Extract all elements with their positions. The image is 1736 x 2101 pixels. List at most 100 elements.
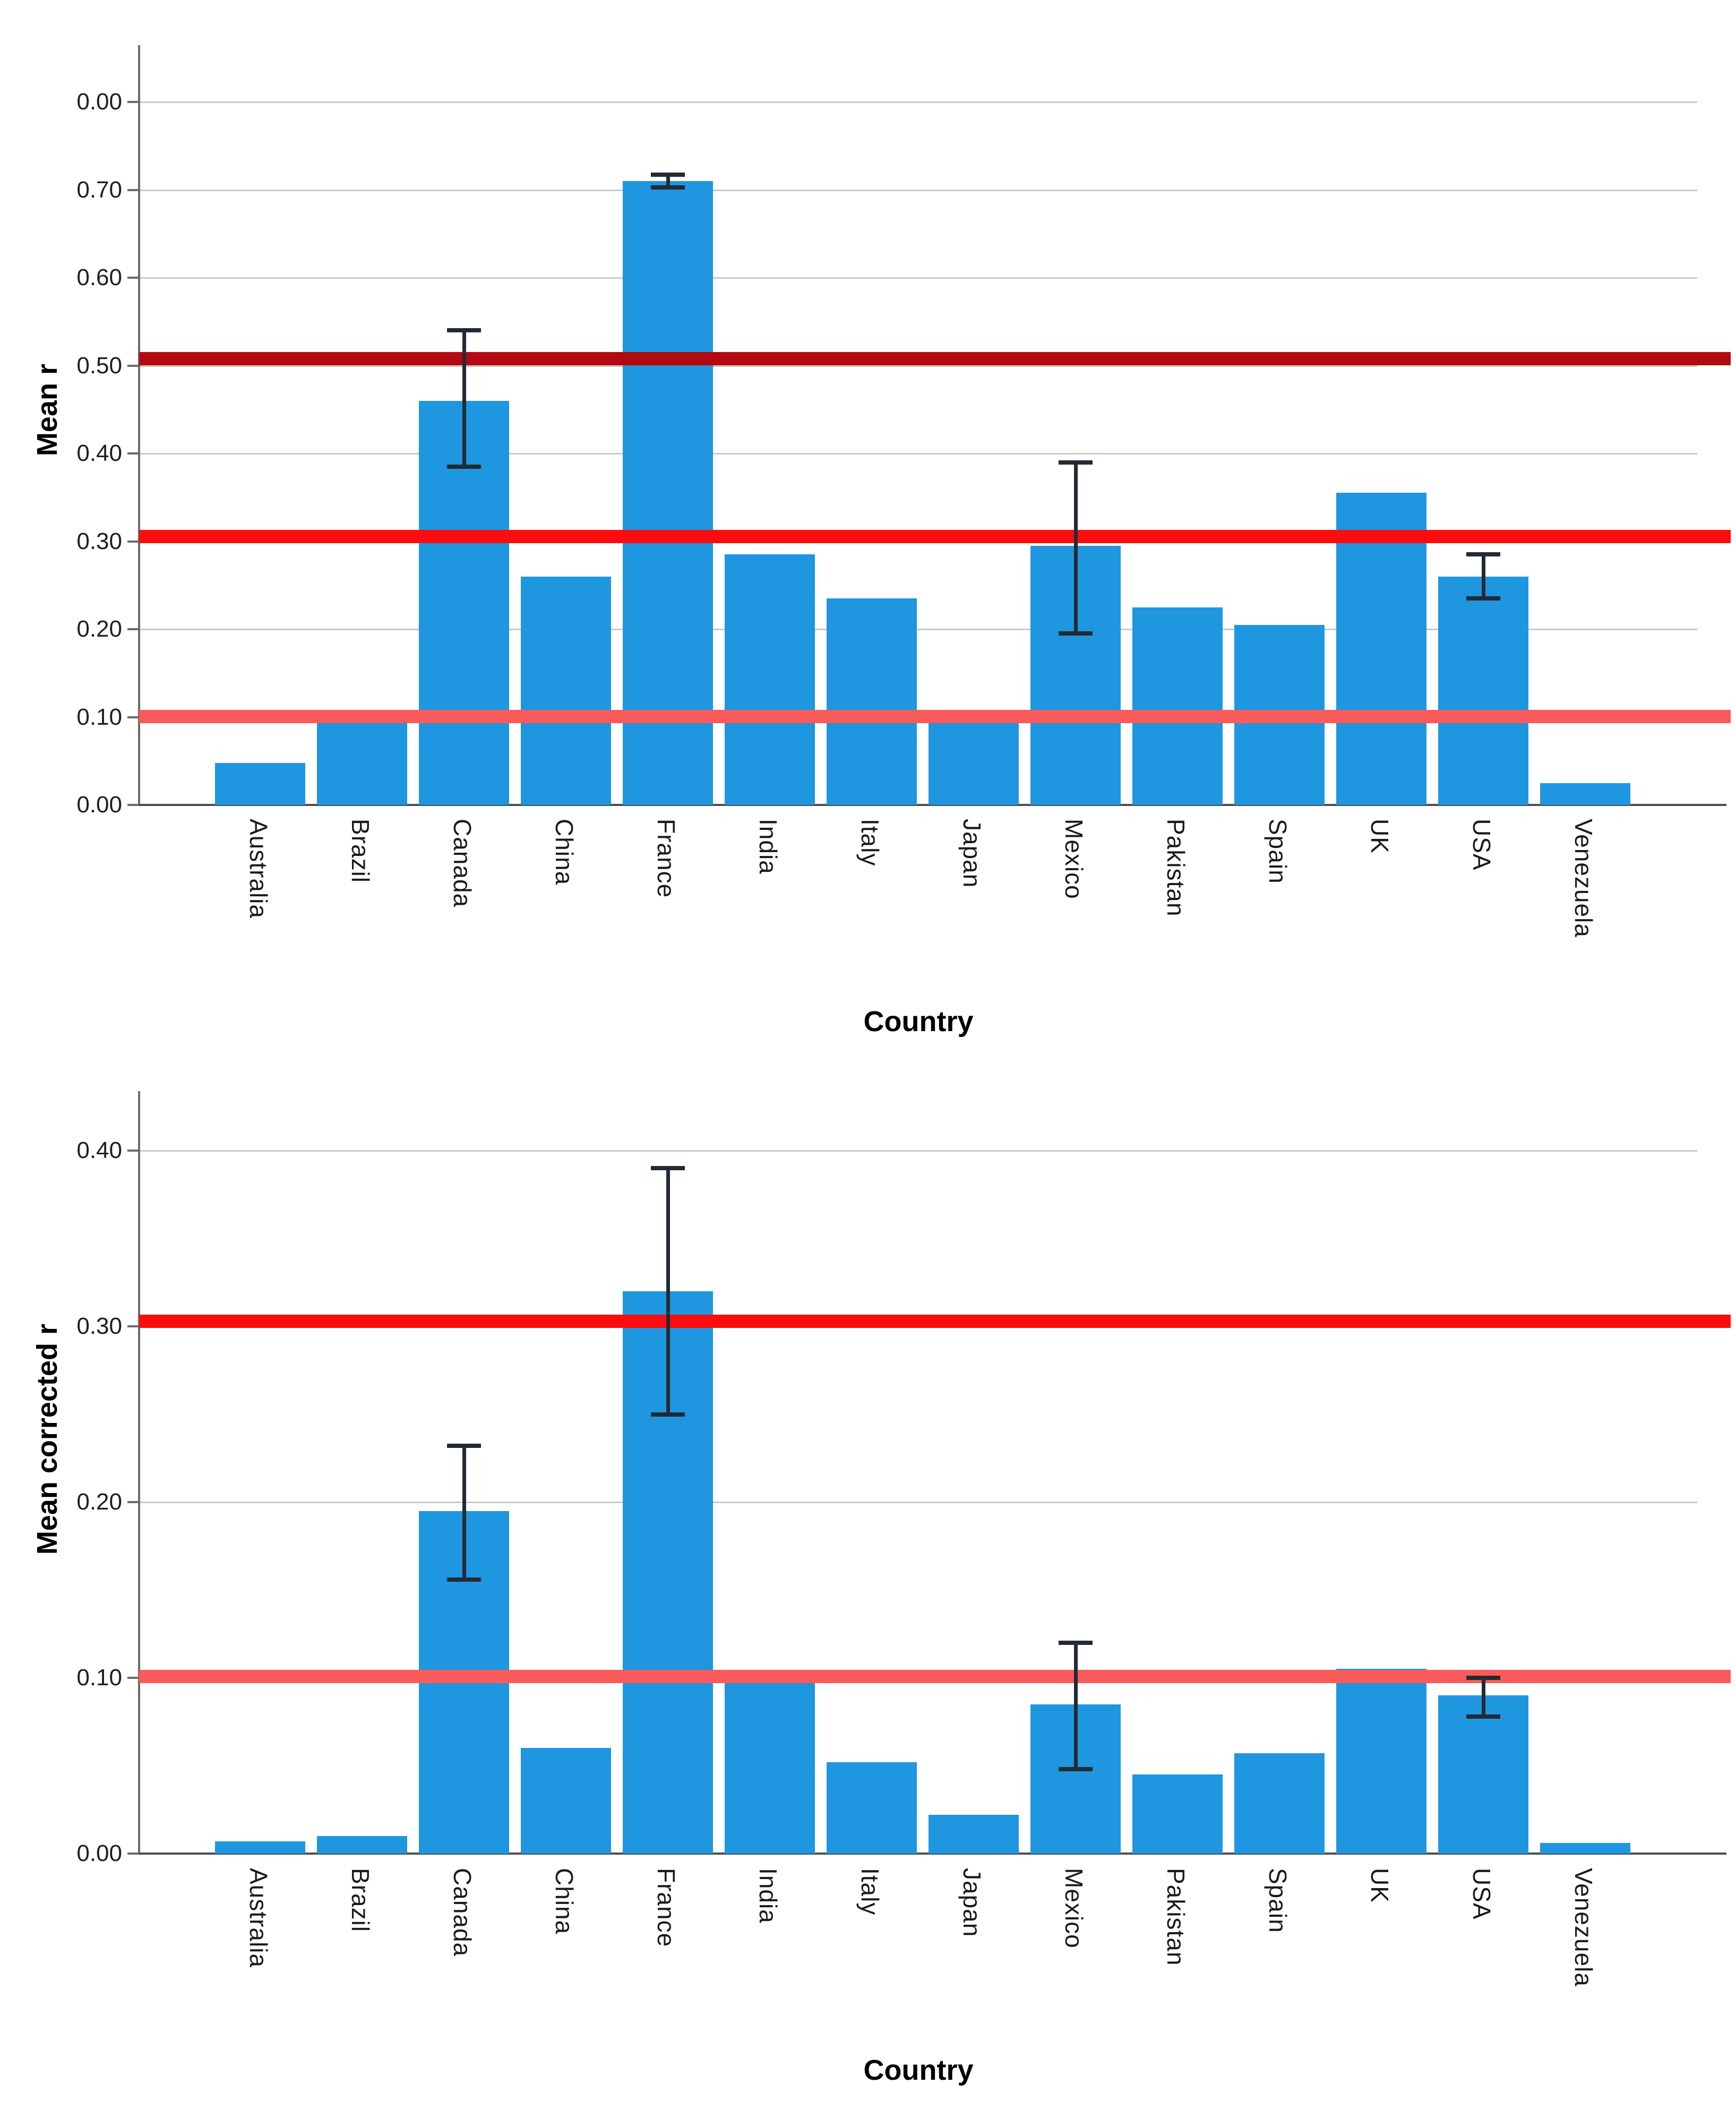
category-label-france: France [652,1868,680,1948]
bar-italy [827,1762,917,1854]
bar-china [521,576,611,805]
y-tick-mark [127,1853,139,1855]
y-tick-label: 0.60 [76,264,122,290]
gridline [139,1502,1697,1503]
bar-uk [1336,493,1426,805]
y-tick-label: 0.40 [76,440,122,466]
error-bar-usa-cap-top [1466,1676,1500,1680]
category-label-japan: Japan [958,819,986,888]
y-tick-mark [127,188,139,191]
y-tick-label: 0.10 [76,704,122,730]
error-bar-canada-cap-top [447,1444,481,1448]
error-bar-usa-cap-bottom [1466,1714,1500,1719]
y-tick-mark [127,716,139,718]
error-bar-france-cap-top [651,1166,685,1171]
y-tick-mark [127,101,139,103]
error-bar-canada-stem [462,330,466,467]
bar-italy [827,598,917,805]
gridline [139,277,1697,279]
reference-red-line [139,529,1731,543]
y-tick-mark [127,1677,139,1679]
category-label-venezuela: Venezuela [1570,1868,1597,1987]
gridline [139,453,1697,454]
bar-france [623,181,713,805]
category-label-italy: Italy [856,1868,884,1916]
y-tick-mark [127,540,139,543]
error-bar-mexico-stem [1074,462,1078,634]
category-label-spain: Spain [1264,819,1292,884]
category-label-uk: UK [1366,819,1394,854]
y-tick-label: 0.50 [76,352,122,379]
error-bar-france-cap-bottom [651,185,685,190]
y-tick-label: 0.20 [76,616,122,642]
error-bar-mexico-cap-bottom [1059,1767,1093,1772]
bar-australia [215,1841,305,1854]
category-label-mexico: Mexico [1060,819,1088,899]
category-label-brazil: Brazil [347,819,374,884]
category-label-china: China [551,1868,578,1935]
reference-red-line [139,1315,1731,1328]
y-tick-label: 0.00 [76,89,122,115]
y-tick-label: 0.30 [76,1313,122,1339]
error-bar-usa-stem [1482,1678,1485,1717]
x-axis-title-country-bottom: Country [863,2054,974,2086]
bar-australia [215,762,305,805]
reference-light-red-line [139,709,1731,723]
y-tick-label: 0.30 [76,528,122,554]
error-bar-mexico-cap-top [1059,1640,1093,1645]
error-bar-canada-cap-bottom [447,464,481,469]
y-tick-label: 0.40 [76,1137,122,1163]
bar-uk [1336,1669,1426,1854]
gridline [139,1150,1697,1152]
y-tick-mark [127,1501,139,1503]
y-tick-mark [127,1150,139,1152]
category-label-india: India [754,819,782,874]
y-tick-mark [127,452,139,454]
bar-brazil [317,1836,407,1854]
category-label-canada: Canada [449,1868,476,1957]
y-tick-label: 0.70 [76,176,122,203]
category-label-mexico: Mexico [1060,1868,1088,1949]
category-label-uk: UK [1366,1868,1394,1903]
error-bar-france-stem [666,175,670,187]
y-tick-label: 0.00 [76,792,122,818]
category-label-spain: Spain [1264,1868,1292,1933]
error-bar-canada-stem [462,1446,466,1580]
gridline [139,101,1697,103]
error-bar-france-cap-top [651,173,685,177]
y-tick-label: 0.10 [76,1665,122,1691]
category-label-pakistan: Pakistan [1162,819,1190,917]
category-label-usa: USA [1468,819,1496,871]
y-axis-line [138,45,140,805]
reference-dark-red-line [139,352,1731,366]
reference-light-red-line [139,1669,1731,1683]
y-axis-line [138,1091,140,1854]
category-label-pakistan: Pakistan [1162,1868,1190,1966]
category-label-usa: USA [1468,1868,1496,1920]
category-label-india: India [754,1868,782,1924]
category-label-italy: Italy [856,819,884,867]
gridline [139,629,1697,630]
error-bar-france-cap-bottom [651,1412,685,1417]
bar-venezuela [1540,783,1630,805]
bar-india [725,1678,815,1854]
bar-pakistan [1132,607,1223,805]
bar-venezuela [1540,1843,1630,1854]
y-tick-mark [127,277,139,279]
category-label-australia: Australia [245,1868,272,1968]
error-bar-usa-cap-top [1466,552,1500,557]
y-tick-mark [127,804,139,806]
category-label-venezuela: Venezuela [1570,819,1597,938]
x-axis-baseline [139,804,1726,806]
error-bar-canada-cap-bottom [447,1577,481,1582]
bar-spain [1234,1753,1325,1854]
bar-brazil [317,717,407,805]
y-tick-mark [127,628,139,630]
category-label-australia: Australia [245,819,272,919]
category-label-canada: Canada [449,819,476,908]
x-axis-title-country-top: Country [863,1006,974,1037]
gridline [139,189,1697,191]
bar-japan [929,717,1019,805]
